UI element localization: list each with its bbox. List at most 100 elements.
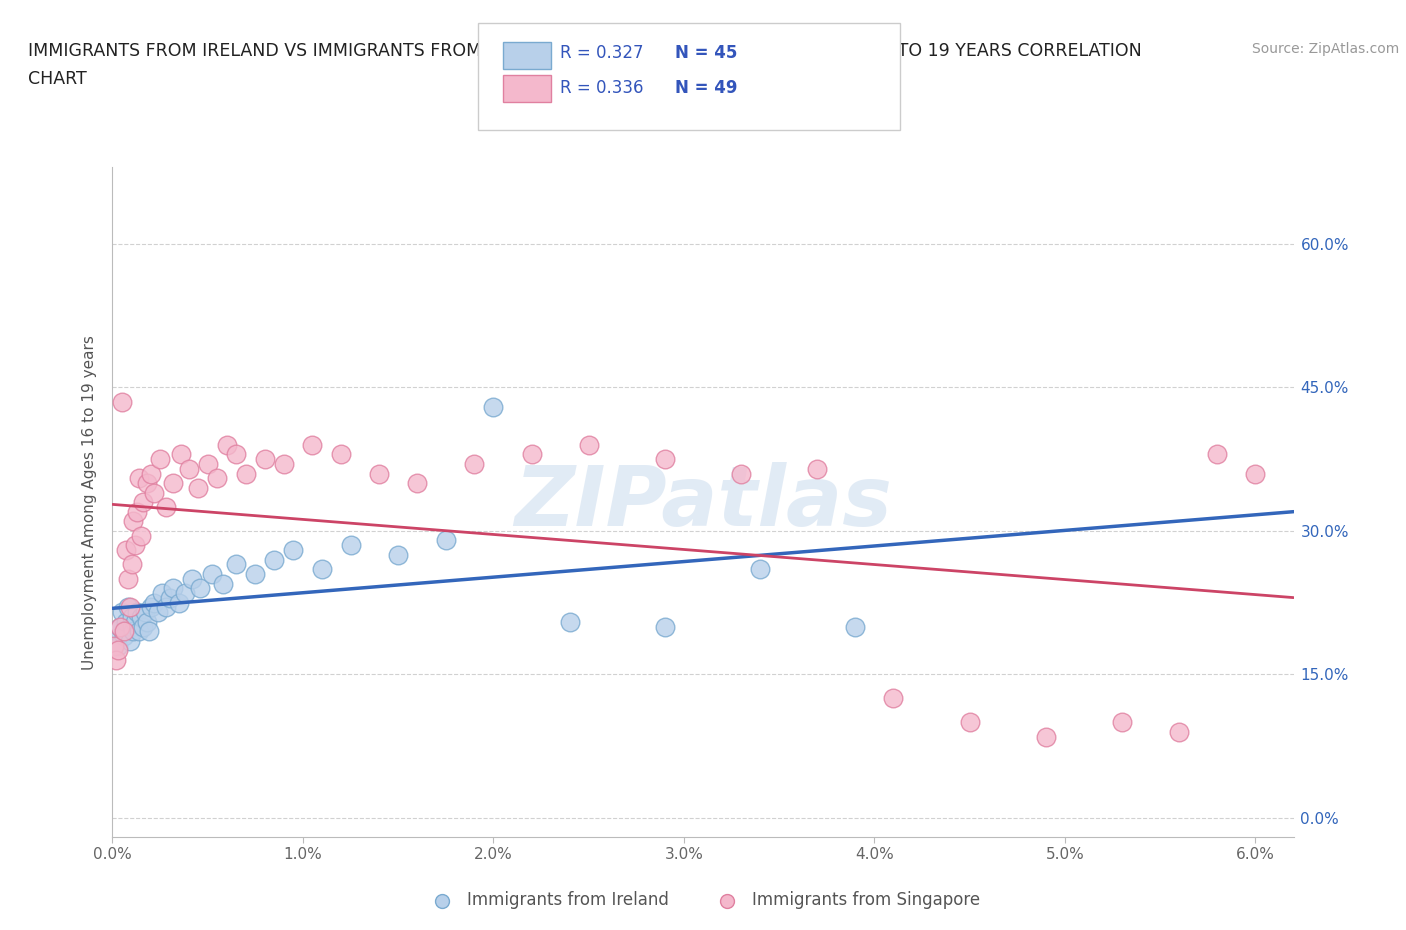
Point <box>225 447 247 462</box>
Point <box>197 457 219 472</box>
Point <box>654 619 676 634</box>
Point <box>215 437 238 452</box>
Point <box>1244 466 1267 481</box>
Point <box>339 538 361 552</box>
Point <box>207 471 229 485</box>
Point <box>253 452 276 467</box>
Text: N = 49: N = 49 <box>675 79 737 98</box>
Point <box>463 457 485 472</box>
Point <box>167 595 190 610</box>
Point <box>135 615 157 630</box>
Point <box>122 624 145 639</box>
Point <box>173 586 195 601</box>
Point <box>149 452 172 467</box>
Point <box>482 399 505 414</box>
Point <box>124 615 146 630</box>
Point <box>212 576 235 591</box>
Point <box>301 437 323 452</box>
Point <box>111 394 134 409</box>
Point <box>132 619 155 634</box>
Point <box>112 624 135 639</box>
Point <box>311 562 333 577</box>
Point <box>118 633 141 648</box>
Point <box>117 571 139 586</box>
Point <box>107 643 129 658</box>
Point <box>103 638 125 653</box>
Point <box>387 548 409 563</box>
Point <box>1168 724 1191 739</box>
Point <box>844 619 866 634</box>
Point <box>155 499 177 514</box>
Point <box>129 528 152 543</box>
Text: CHART: CHART <box>28 70 87 87</box>
Point <box>188 581 211 596</box>
Point <box>105 653 128 668</box>
Point <box>127 604 149 619</box>
Point <box>200 566 222 581</box>
Text: IMMIGRANTS FROM IRELAND VS IMMIGRANTS FROM SINGAPORE UNEMPLOYMENT AMONG AGES 16 : IMMIGRANTS FROM IRELAND VS IMMIGRANTS FR… <box>28 42 1142 60</box>
Point <box>114 615 136 630</box>
Y-axis label: Unemployment Among Ages 16 to 19 years: Unemployment Among Ages 16 to 19 years <box>82 335 97 670</box>
Point <box>749 562 772 577</box>
Point <box>107 638 129 653</box>
Text: R = 0.327: R = 0.327 <box>560 44 643 62</box>
Point <box>187 481 209 496</box>
Point <box>730 466 752 481</box>
Point <box>121 609 143 624</box>
Text: N = 45: N = 45 <box>675 44 737 62</box>
Point <box>959 715 981 730</box>
Point <box>138 624 160 639</box>
Point <box>273 457 295 472</box>
Point <box>368 466 391 481</box>
Point <box>124 538 146 552</box>
Point <box>129 609 152 624</box>
Point <box>406 475 429 490</box>
Point <box>118 600 141 615</box>
Text: ZIPatlas: ZIPatlas <box>515 461 891 543</box>
Point <box>1206 447 1229 462</box>
Point <box>139 600 162 615</box>
Point <box>135 475 157 490</box>
Point <box>170 447 193 462</box>
Point <box>654 452 676 467</box>
Point <box>806 461 828 476</box>
Point <box>1035 729 1057 744</box>
Point <box>143 595 166 610</box>
Point <box>150 586 173 601</box>
Point <box>139 466 162 481</box>
Point <box>558 615 581 630</box>
Point <box>520 447 543 462</box>
Legend: Immigrants from Ireland, Immigrants from Singapore: Immigrants from Ireland, Immigrants from… <box>419 884 987 916</box>
Point <box>128 471 150 485</box>
Text: R = 0.336: R = 0.336 <box>560 79 643 98</box>
Point <box>112 629 135 644</box>
Point <box>132 495 155 510</box>
Point <box>162 581 184 596</box>
Point <box>108 619 131 634</box>
Point <box>159 591 181 605</box>
Point <box>162 475 184 490</box>
Point <box>177 461 200 476</box>
Point <box>434 533 457 548</box>
Point <box>114 542 136 557</box>
Point <box>578 437 600 452</box>
Point <box>143 485 166 500</box>
Point <box>121 557 143 572</box>
Point <box>330 447 353 462</box>
Point <box>134 604 156 619</box>
Point <box>235 466 257 481</box>
Point <box>882 691 904 706</box>
Point <box>225 557 247 572</box>
Point <box>1111 715 1133 730</box>
Point <box>108 619 131 634</box>
Point <box>111 604 134 619</box>
Point <box>128 624 150 639</box>
Point <box>121 619 143 634</box>
Point <box>105 624 128 639</box>
Point <box>117 600 139 615</box>
Point <box>148 604 170 619</box>
Point <box>122 514 145 529</box>
Point <box>181 571 204 586</box>
Text: Source: ZipAtlas.com: Source: ZipAtlas.com <box>1251 42 1399 56</box>
Point <box>127 504 149 519</box>
